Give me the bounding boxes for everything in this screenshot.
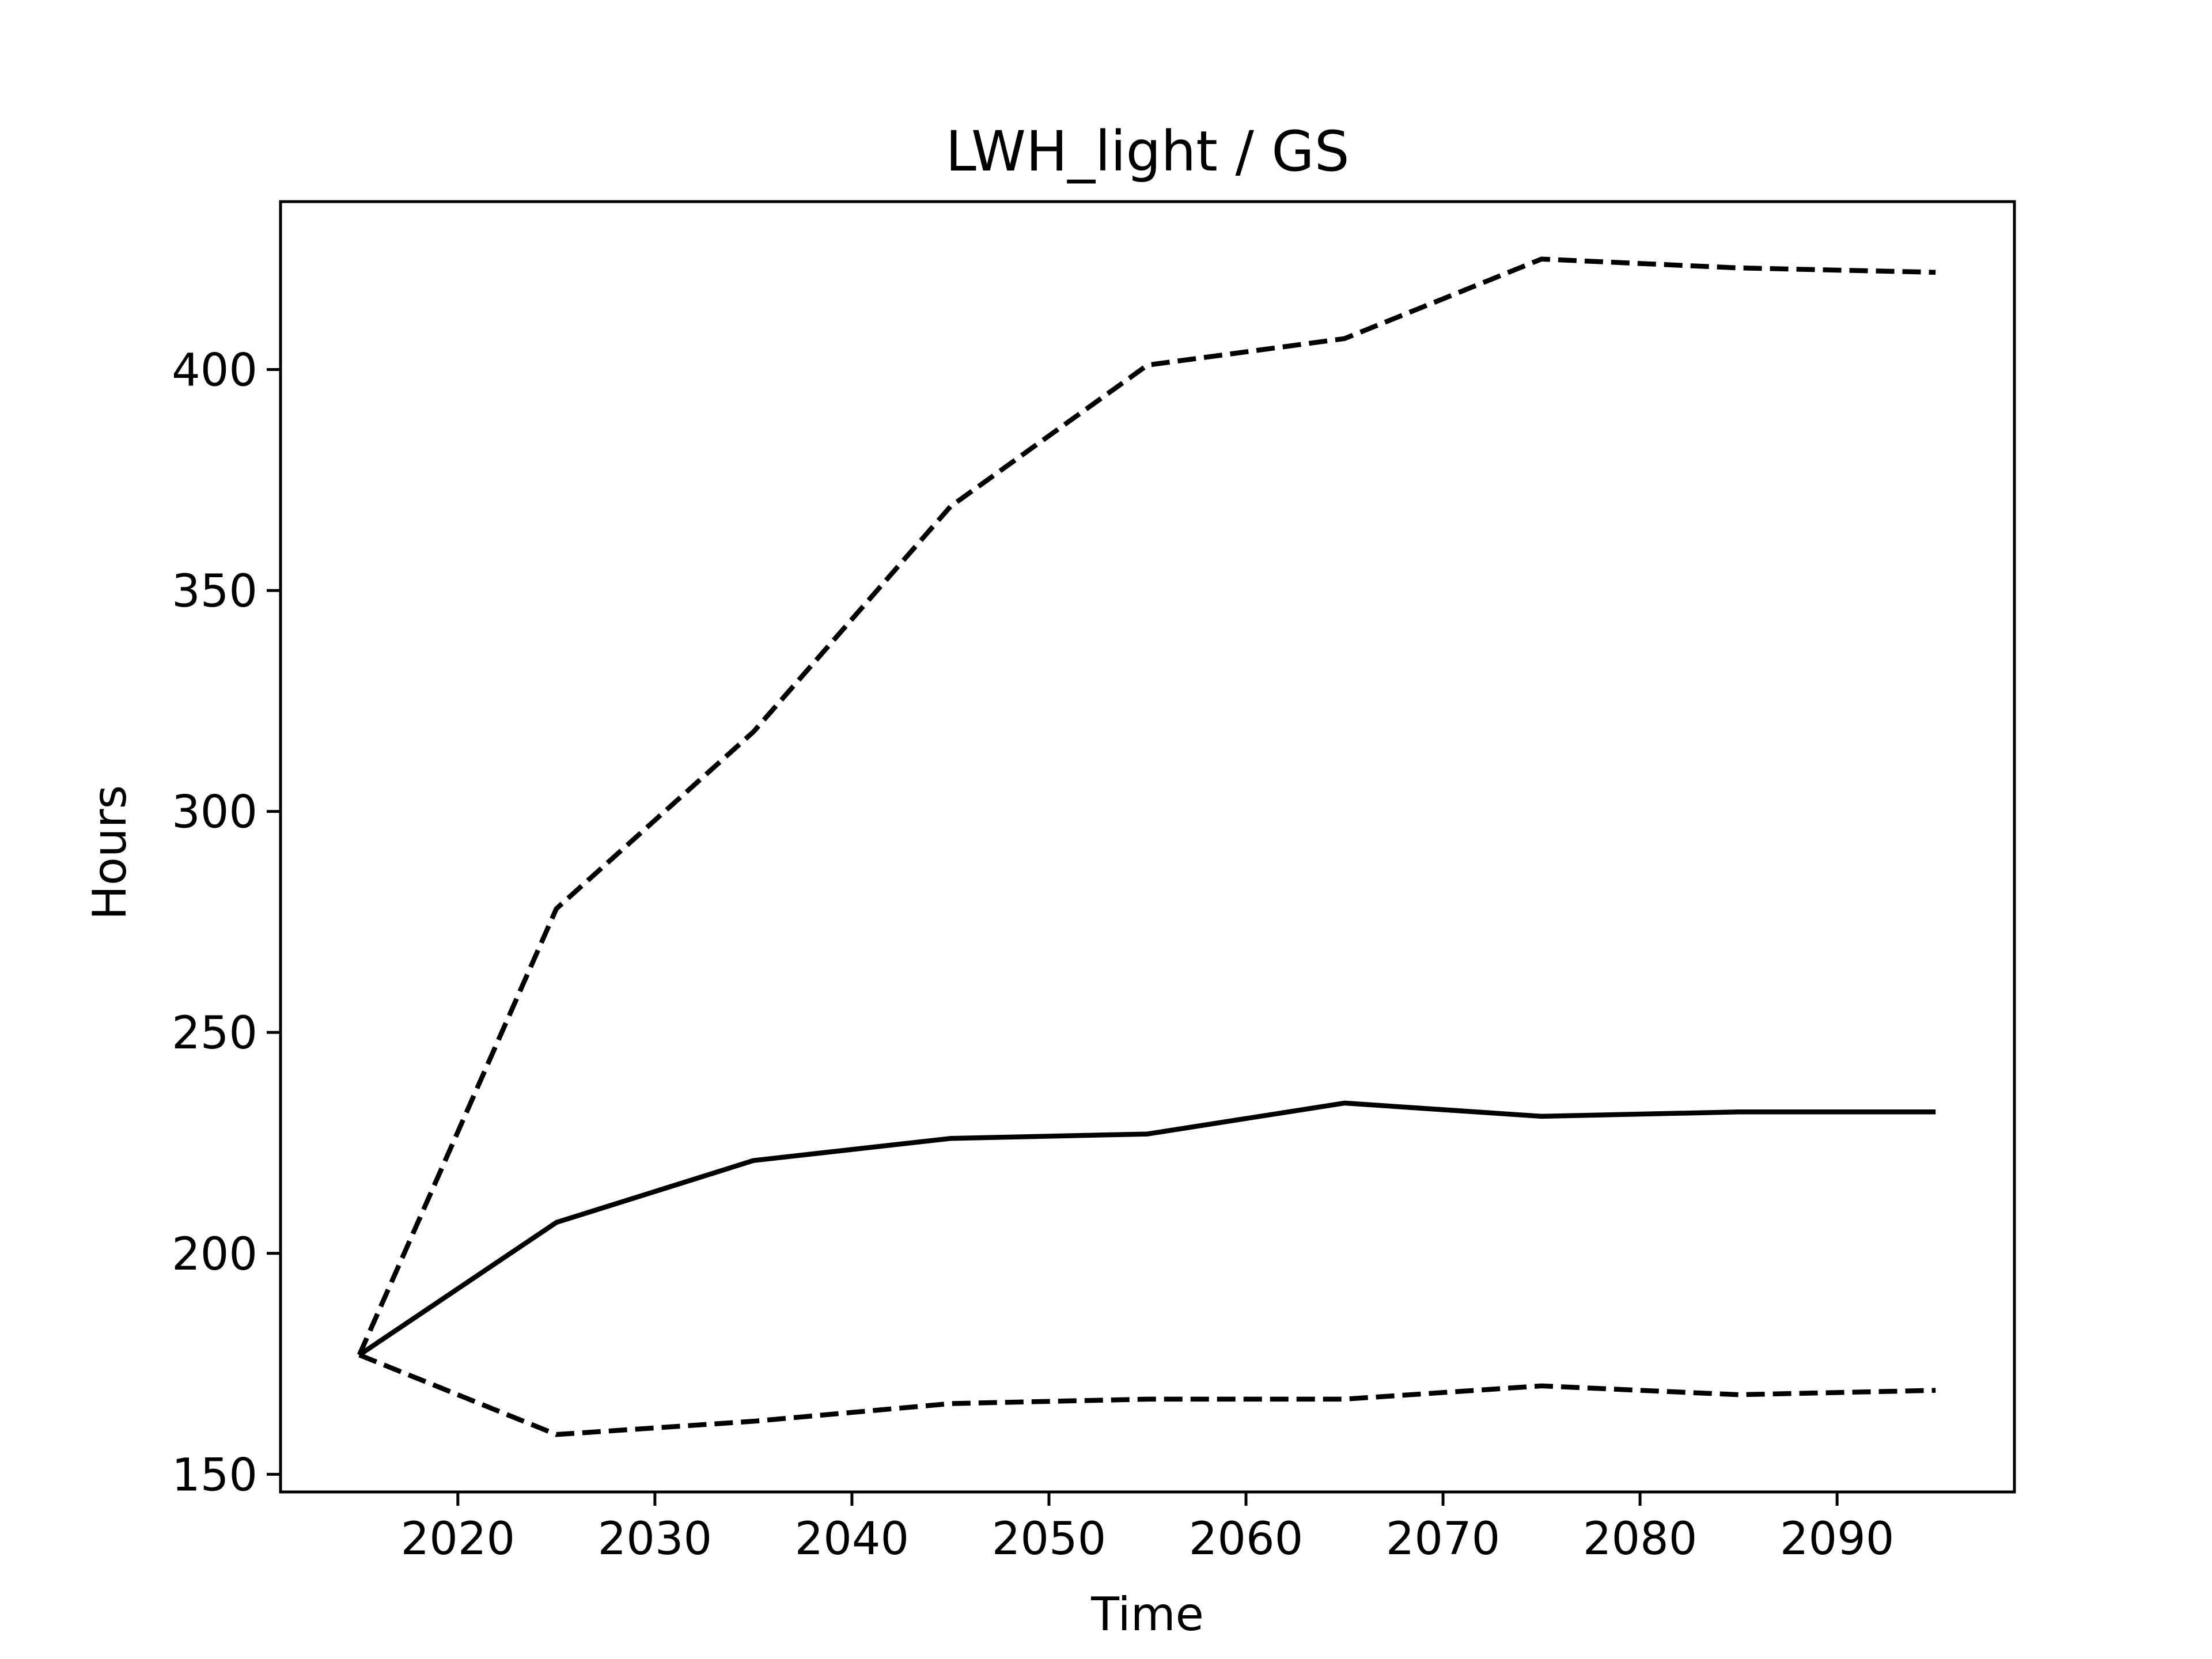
x-tick-label: 2060 [1189,1513,1304,1565]
x-tick-label: 2080 [1583,1513,1698,1565]
x-tick-label: 2040 [795,1513,910,1565]
dashed-series-line-1 [357,256,1936,1356]
x-tick-label: 2050 [992,1513,1107,1565]
y-tick-label: 300 [172,787,257,839]
solid-series-line-2 [358,1100,1936,1357]
y-axis-title: Hours [83,785,137,920]
x-axis-title: Time [1090,1588,1204,1641]
x-tick-label: 2030 [598,1513,713,1565]
ticks-layer: 2020 2030 2040 2050 2060 2070 2080 2090 150 200 25… [172,345,1894,1565]
x-tick-label: 2090 [1780,1513,1895,1565]
series-layer [357,256,1936,1437]
x-tick-label: 2020 [401,1513,516,1565]
chart-title: LWH_light / GS [945,119,1349,184]
x-tick-label: 2070 [1386,1513,1501,1565]
y-tick-label: 150 [172,1449,257,1501]
y-tick-label: 350 [172,566,257,618]
plot-area-frame [279,200,2016,1494]
dashed-series-line-3 [358,1353,1936,1437]
y-tick-label: 200 [172,1229,257,1281]
y-tick-label: 250 [172,1007,257,1059]
y-tick-label: 400 [172,345,257,397]
